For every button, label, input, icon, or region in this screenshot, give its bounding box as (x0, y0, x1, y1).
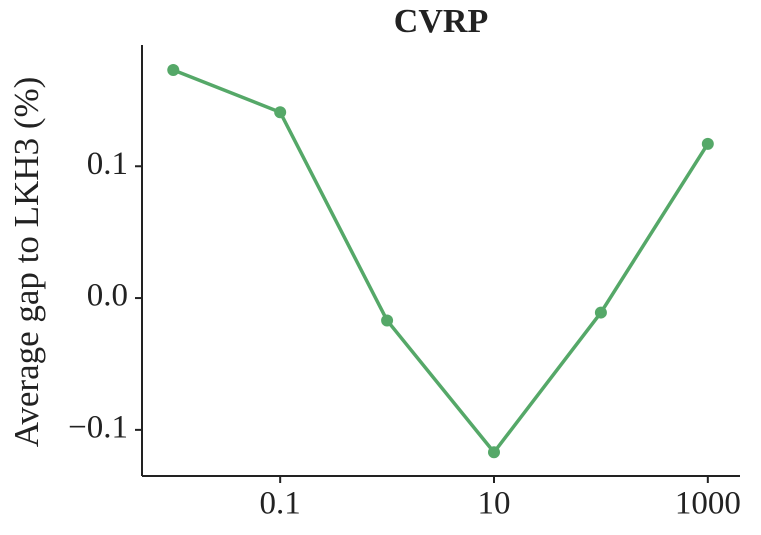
data-point (381, 314, 394, 327)
data-point (594, 306, 607, 319)
x-tick-label: 0.1 (260, 486, 301, 522)
x-tick-label: 10 (477, 486, 510, 522)
data-point (701, 137, 714, 150)
data-point (167, 64, 180, 77)
data-point (487, 446, 500, 459)
series-line (172, 68, 710, 456)
chart-title: CVRP (394, 3, 488, 40)
data-point (274, 106, 287, 119)
y-axis-label: Average gap to LKH3 (%) (7, 77, 46, 448)
y-tick-label: 0.1 (87, 146, 128, 182)
x-tick-label: 1000 (675, 486, 741, 522)
y-tick-label: −0.1 (68, 409, 128, 445)
y-tick-label: 0.0 (87, 278, 128, 314)
